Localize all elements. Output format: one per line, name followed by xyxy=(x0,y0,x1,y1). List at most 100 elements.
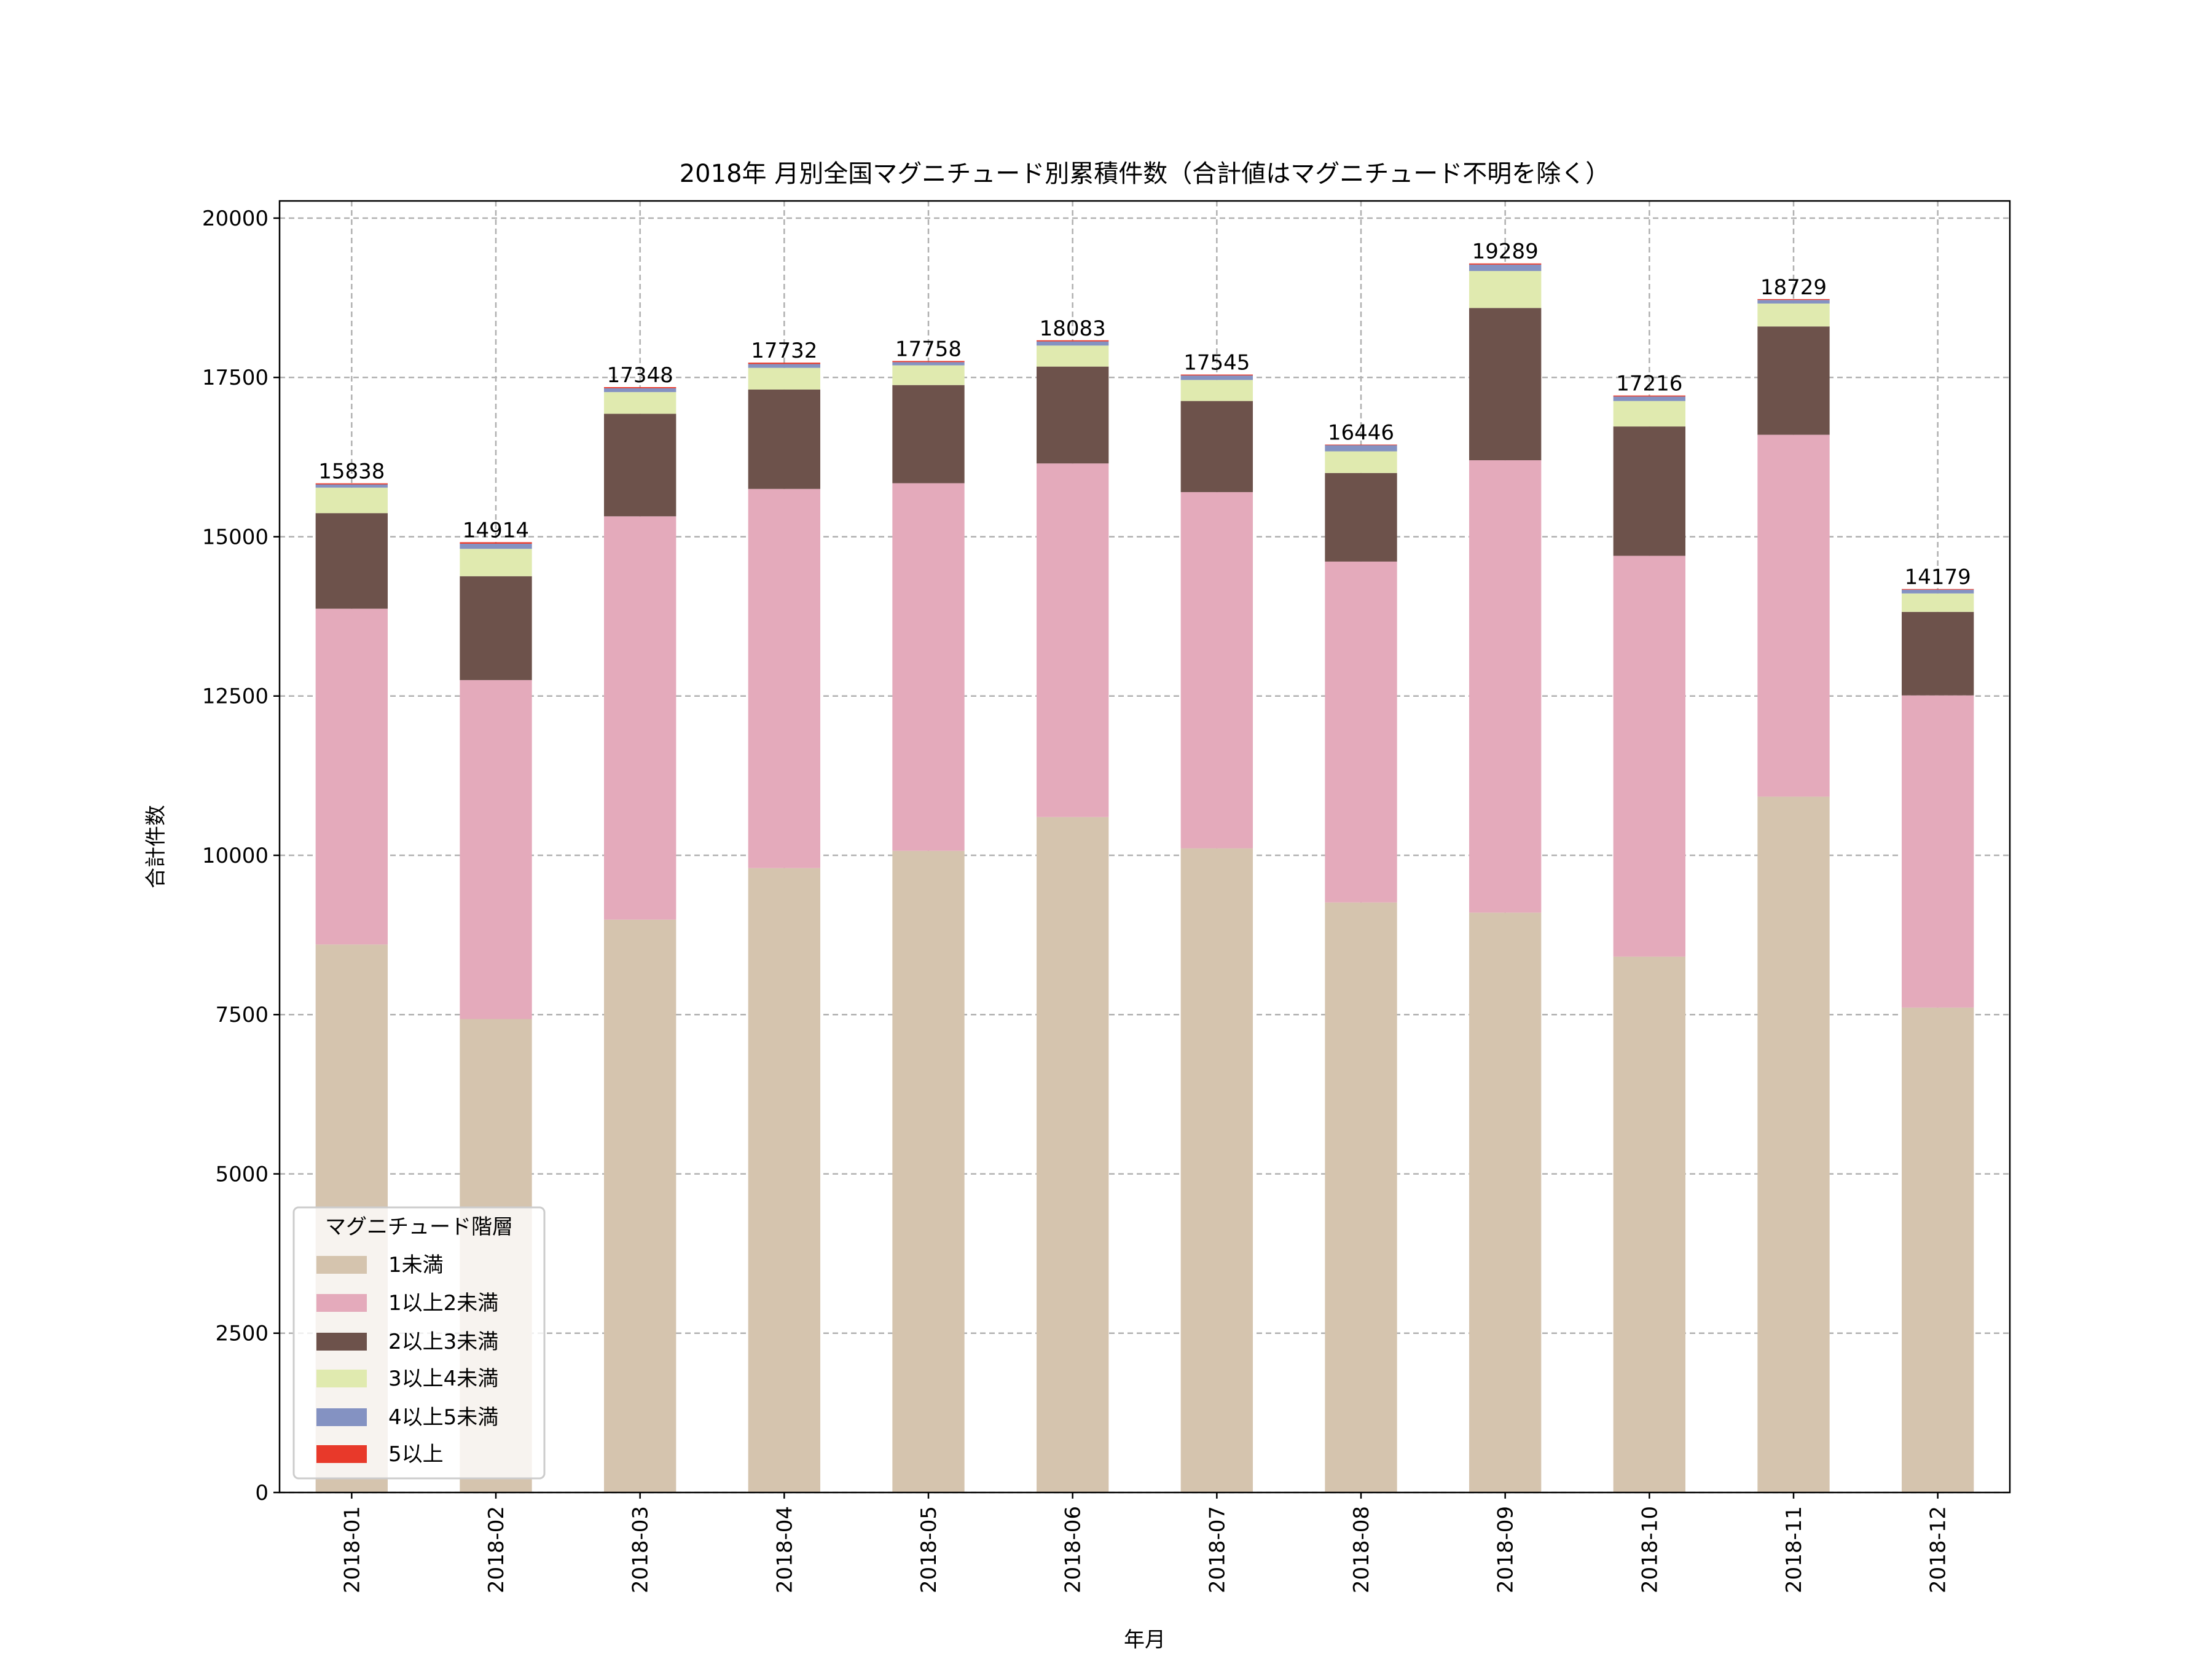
bar-segment xyxy=(1757,300,1830,304)
bar-segment xyxy=(604,414,677,517)
bar-segment xyxy=(315,484,388,488)
bar-segment xyxy=(1902,611,1974,696)
bar-segment xyxy=(604,387,677,388)
bar-segment xyxy=(1325,451,1397,473)
plot-frame xyxy=(278,200,2011,1494)
bar-segment xyxy=(748,488,820,868)
bar-segment xyxy=(748,389,820,489)
total-label: 17348 xyxy=(607,363,673,388)
bar-segment xyxy=(460,680,532,1019)
legend-swatch xyxy=(316,1408,367,1426)
legend-label: 3以上4未満 xyxy=(388,1367,498,1391)
bar-segment xyxy=(748,364,820,368)
bar-segment xyxy=(1180,401,1253,492)
bar-segment xyxy=(1180,380,1253,401)
bar-segment xyxy=(1469,912,1542,1492)
x-tick-label: 2018-07 xyxy=(1205,1506,1230,1593)
bar-segment xyxy=(1902,695,1974,1008)
y-axis-label: 合計件数 xyxy=(144,805,168,888)
bar-segment xyxy=(892,483,965,851)
x-axis: 2018-01 2018-02 2018-03 2018-04 2018-05 2018-… xyxy=(340,1492,1951,1593)
total-label: 14179 xyxy=(1905,565,1971,590)
bar-segment xyxy=(1902,589,1974,590)
bar-segment xyxy=(1613,395,1685,397)
bar-segment xyxy=(1469,271,1542,308)
x-tick-label: 2018-01 xyxy=(340,1506,364,1593)
x-tick-label: 2018-02 xyxy=(484,1506,509,1593)
bar-segment xyxy=(1325,445,1397,452)
total-label: 17545 xyxy=(1183,351,1250,375)
y-tick-label: 7500 xyxy=(215,1003,269,1027)
total-label: 18729 xyxy=(1760,275,1827,300)
bar-segment xyxy=(748,367,820,390)
y-tick-label: 0 xyxy=(255,1481,269,1505)
bar-segment xyxy=(892,362,965,366)
bar-segment xyxy=(460,543,532,549)
x-tick-label: 2018-03 xyxy=(629,1506,653,1593)
y-axis: 0 2500 5000 7500 10000 12500 15000 17500 20000 xyxy=(202,206,280,1505)
total-label: 16446 xyxy=(1328,421,1394,445)
bar-segment xyxy=(1037,366,1109,464)
bar-segment xyxy=(1613,555,1685,957)
legend: マグニチュード階層 1未満 1以上2未満 2以上3未満 3以上4未満 4以上5未満 5以上 xyxy=(292,1206,546,1480)
bar-segment xyxy=(315,483,388,485)
x-tick-label: 2018-06 xyxy=(1061,1506,1086,1593)
bar-segment xyxy=(1757,326,1830,435)
bar-segment xyxy=(1902,589,1974,594)
bar-segment xyxy=(1757,299,1830,300)
bar-segment xyxy=(1469,264,1542,272)
data-labels: 15838 14914 17348 17732 17758 18083 17545 16446… xyxy=(318,240,1971,590)
x-tick-label: 2018-11 xyxy=(1782,1506,1806,1593)
bar-segment xyxy=(604,388,677,393)
bar-segment xyxy=(1613,401,1685,427)
bar-segment xyxy=(1037,463,1109,817)
bar-segment xyxy=(1180,374,1253,376)
y-tick-label: 20000 xyxy=(202,206,269,231)
legend-label: 5以上 xyxy=(388,1442,444,1467)
total-label: 15838 xyxy=(318,460,385,484)
x-tick-label: 2018-09 xyxy=(1494,1506,1518,1593)
y-tick-label: 17500 xyxy=(202,366,269,390)
x-tick-label: 2018-08 xyxy=(1349,1506,1374,1593)
legend-label: 4以上5未満 xyxy=(388,1405,498,1430)
total-label: 17216 xyxy=(1616,372,1682,396)
legend-label: 1以上2未満 xyxy=(388,1291,498,1316)
y-tick-label: 10000 xyxy=(202,844,269,868)
bar-segment xyxy=(1613,396,1685,401)
x-tick-label: 2018-05 xyxy=(917,1506,941,1593)
total-label: 18083 xyxy=(1040,316,1106,341)
bar-segment xyxy=(1037,341,1109,346)
y-tick-label: 12500 xyxy=(202,684,269,709)
legend-swatch xyxy=(316,1370,367,1387)
x-axis-label: 年月 xyxy=(1124,1628,1166,1652)
total-label: 17758 xyxy=(895,337,962,361)
total-label: 17732 xyxy=(751,339,817,363)
bar-segment xyxy=(604,392,677,414)
chart-title: 2018年 月別全国マグニチュード別累積件数（合計値はマグニチュード不明を除く） xyxy=(680,160,1610,188)
bar-segment xyxy=(604,516,677,920)
bar-segment xyxy=(1902,593,1974,612)
y-tick-label: 5000 xyxy=(215,1162,269,1186)
bar-segment xyxy=(892,365,965,385)
legend-swatch xyxy=(316,1256,367,1274)
legend-swatch xyxy=(316,1445,367,1463)
bar-segment xyxy=(604,919,677,1492)
legend-title: マグニチュード階層 xyxy=(325,1215,513,1239)
bar-segment xyxy=(1325,473,1397,562)
bar-segment xyxy=(748,868,820,1492)
bar-segment xyxy=(1469,308,1542,461)
total-label: 19289 xyxy=(1472,240,1539,264)
bar-segment xyxy=(892,385,965,484)
x-tick-label: 2018-04 xyxy=(772,1506,797,1593)
legend-swatch xyxy=(316,1333,367,1351)
bar-segment xyxy=(1325,902,1397,1492)
bar-segment xyxy=(1613,956,1685,1492)
bar-segment xyxy=(1180,375,1253,380)
bar-segment xyxy=(1757,796,1830,1492)
bar-segment xyxy=(892,850,965,1492)
y-tick-label: 2500 xyxy=(215,1322,269,1346)
bar-segment xyxy=(1757,303,1830,327)
x-tick-label: 2018-10 xyxy=(1637,1506,1662,1593)
bar-segment xyxy=(1180,492,1253,849)
legend-label: 1未満 xyxy=(388,1253,444,1277)
